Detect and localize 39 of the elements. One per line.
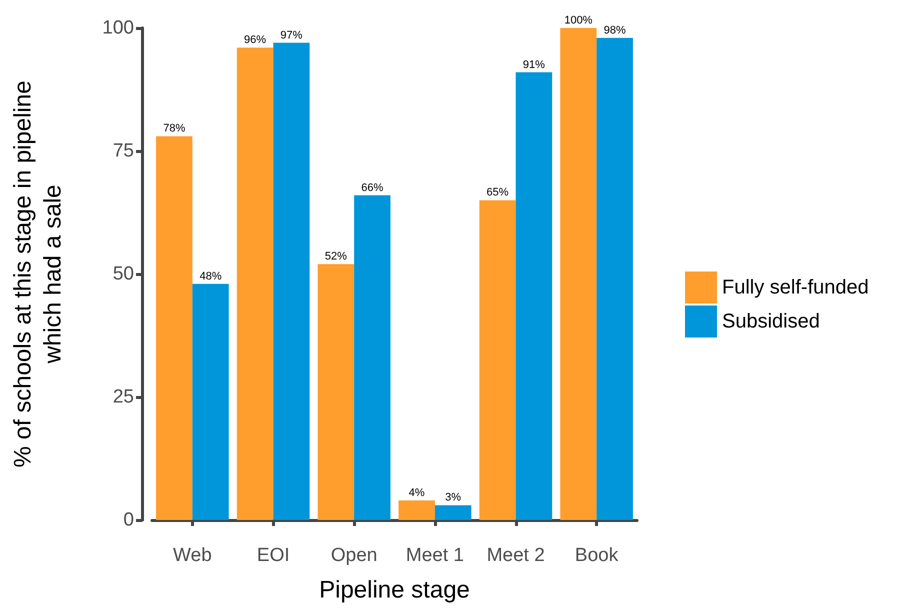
data-label: 97% — [280, 29, 303, 42]
bar — [596, 38, 633, 520]
bar — [192, 284, 229, 520]
legend-label: Fully self-funded — [722, 276, 869, 298]
x-tick-label: Meet 2 — [486, 545, 545, 566]
data-label: 65% — [486, 186, 509, 199]
bar — [479, 200, 516, 520]
data-label: 3% — [445, 492, 462, 504]
y-tick-label: 0 — [123, 510, 134, 530]
x-tick-label: Open — [330, 545, 378, 566]
y-tick-label: 100 — [102, 18, 134, 38]
data-label: 66% — [361, 182, 384, 194]
bar — [156, 136, 192, 520]
data-label: 100% — [564, 14, 593, 26]
data-label: 91% — [522, 58, 546, 71]
y-axis-title: % of schools at this stage in pipeline which had a sale — [10, 80, 66, 468]
x-tick-label: Meet 1 — [406, 545, 464, 566]
data-label: 78% — [163, 122, 186, 135]
data-label: 4% — [408, 486, 425, 499]
y-tick-label: 25 — [112, 386, 134, 408]
x-tick-label: EOI — [256, 545, 290, 566]
legend-label: Subsidised — [722, 310, 820, 332]
data-label: 52% — [324, 250, 348, 263]
bar — [560, 28, 597, 520]
data-label: 98% — [604, 24, 626, 36]
bar — [516, 72, 552, 520]
x-tick-label: Book — [574, 545, 619, 566]
y-tick-label: 50 — [112, 264, 134, 284]
bar — [354, 195, 390, 520]
x-axis-title: Pipeline stage — [319, 576, 470, 604]
data-label: 48% — [200, 270, 222, 282]
x-tick-label: Web — [173, 545, 212, 566]
bar — [398, 500, 435, 520]
bar — [434, 505, 472, 520]
bar — [318, 264, 354, 520]
bar — [273, 42, 310, 520]
y-tick-label: 75 — [112, 140, 134, 162]
bar — [236, 48, 274, 520]
data-label: 96% — [244, 34, 266, 46]
